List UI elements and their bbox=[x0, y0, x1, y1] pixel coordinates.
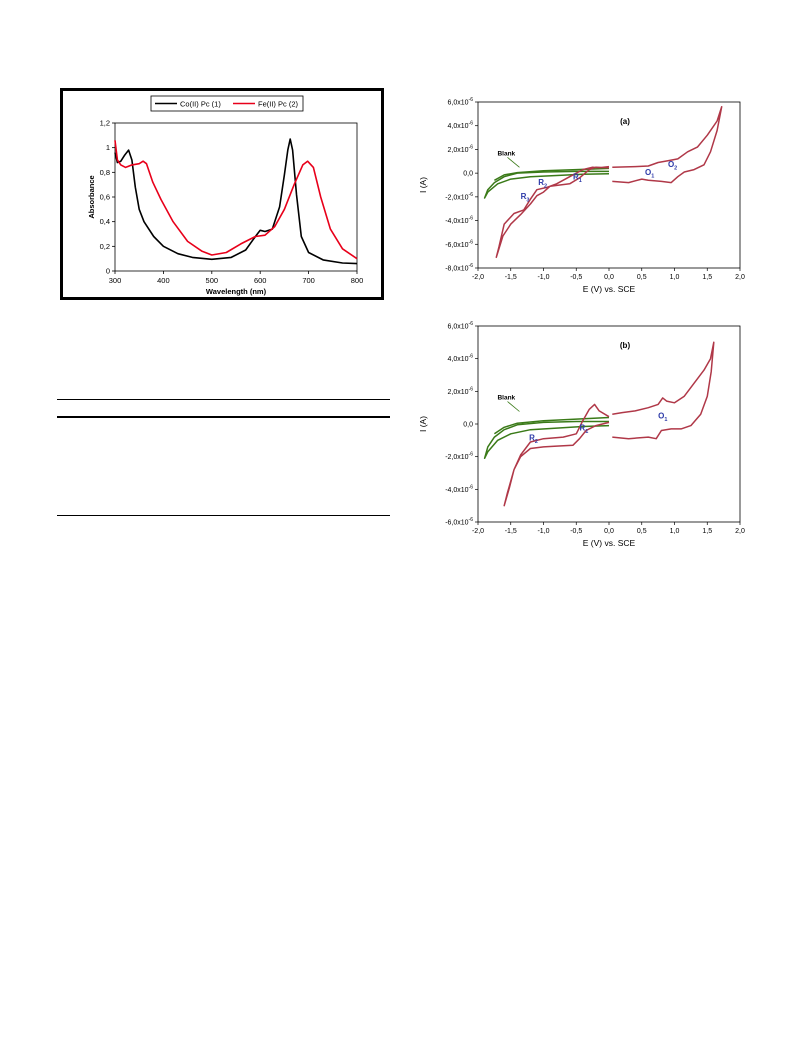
y-tick-label: 2,0x10-6 bbox=[448, 144, 474, 154]
cv-curve-1 bbox=[483, 170, 610, 199]
panel-label: (a) bbox=[620, 117, 630, 126]
x-tick-label: 2,0 bbox=[735, 528, 745, 535]
x-tick-label: 600 bbox=[254, 276, 267, 285]
x-tick-label: -1,0 bbox=[537, 274, 549, 281]
y-axis-title: I (A) bbox=[418, 416, 428, 432]
x-tick-label: -0,5 bbox=[570, 274, 582, 281]
x-tick-label: 300 bbox=[109, 276, 122, 285]
cv-curve-4 bbox=[612, 105, 723, 184]
y-tick-label: 6,0x10-6 bbox=[448, 97, 474, 107]
cv-curve-3 bbox=[495, 165, 610, 259]
x-axis-title: E (V) vs. SCE bbox=[583, 284, 636, 294]
y-tick-label: 0,6 bbox=[100, 193, 110, 202]
x-tick-label: 0,0 bbox=[604, 274, 614, 281]
y-tick-label: -6,0x10-6 bbox=[445, 517, 473, 527]
y-tick-label: 1,2 bbox=[100, 119, 110, 128]
y-tick-label: -2,0x10-6 bbox=[445, 452, 473, 462]
y-tick-label: -6,0x10-6 bbox=[445, 239, 473, 249]
y-tick-label: 4,0x10-6 bbox=[448, 354, 474, 364]
uv-vis-chart-frame: Co(II) Pc (1) Fe(II) Pc (2) 300 400 500 600 70… bbox=[60, 88, 384, 300]
x-tick-label: 0,0 bbox=[604, 528, 614, 535]
table-bottom-rule bbox=[57, 515, 390, 516]
x-tick-label: 700 bbox=[302, 276, 315, 285]
cv-curve-2 bbox=[493, 416, 610, 435]
x-axis-title: E (V) vs. SCE bbox=[583, 538, 636, 548]
x-tick-label: -1,5 bbox=[505, 274, 517, 281]
legend-label: Fe(II) Pc (2) bbox=[258, 100, 299, 109]
x-tick-label: 0,5 bbox=[637, 528, 647, 535]
x-tick-label: 1,5 bbox=[702, 274, 712, 281]
y-tick-label: -2,0x10-6 bbox=[445, 192, 473, 202]
peak-label-r1: R1 bbox=[580, 424, 589, 436]
peak-label-r3: R3 bbox=[521, 192, 530, 204]
x-tick-label: -2,0 bbox=[472, 274, 484, 281]
cv-curve-1 bbox=[483, 420, 610, 460]
legend-box bbox=[150, 95, 304, 112]
blank-arrow bbox=[507, 157, 520, 168]
x-axis-title: Wavelength (nm) bbox=[206, 287, 267, 296]
legend-label: Co(II) Pc (1) bbox=[180, 100, 221, 109]
cv-curve-3 bbox=[503, 403, 610, 507]
y-tick-label: 0,0 bbox=[463, 171, 473, 178]
y-tick-label: 0,4 bbox=[100, 217, 110, 226]
y-tick-label: 0,8 bbox=[100, 168, 110, 177]
peak-label-o1: O1 bbox=[645, 168, 654, 180]
peak-label-r2: R2 bbox=[529, 433, 538, 445]
plot-area bbox=[477, 101, 741, 269]
x-tick-label: 1,0 bbox=[670, 274, 680, 281]
table-top-rule bbox=[57, 399, 390, 400]
y-tick-label: -8,0x10-6 bbox=[445, 263, 473, 273]
series-line-2 bbox=[114, 140, 358, 260]
x-tick-label: 2,0 bbox=[735, 274, 745, 281]
peak-label-r1: R1 bbox=[573, 173, 582, 185]
y-tick-label: 0 bbox=[106, 267, 110, 276]
y-tick-label: 0,2 bbox=[100, 242, 110, 251]
x-tick-label: -1,0 bbox=[537, 528, 549, 535]
peak-label-r2: R2 bbox=[538, 178, 547, 190]
x-tick-label: -2,0 bbox=[472, 528, 484, 535]
blank-label: Blank bbox=[497, 395, 515, 402]
y-axis-title: Absorbance bbox=[87, 175, 96, 218]
y-axis-title: I (A) bbox=[418, 177, 428, 193]
blank-label: Blank bbox=[497, 150, 515, 157]
panel-label: (b) bbox=[620, 341, 631, 350]
x-tick-label: 400 bbox=[157, 276, 170, 285]
legend: Co(II) Pc (1) Fe(II) Pc (2) bbox=[150, 95, 304, 112]
y-tick-label: 4,0x10-6 bbox=[448, 121, 474, 131]
y-tick-label: 1 bbox=[106, 143, 110, 152]
x-tick-label: 500 bbox=[206, 276, 219, 285]
blank-arrow bbox=[507, 401, 520, 412]
y-tick-label: -4,0x10-6 bbox=[445, 216, 473, 226]
y-tick-label: 6,0x10-6 bbox=[448, 321, 474, 331]
peak-label-o1: O1 bbox=[658, 411, 667, 423]
cyclic-voltammogram-b: -2,0 -1,5 -1,0 -0,5 0,0 0,5 1,0 1,5 2,0 6,0x10-6 4… bbox=[418, 321, 745, 548]
x-tick-label: -1,5 bbox=[505, 528, 517, 535]
y-tick-label: 0,0 bbox=[463, 422, 473, 429]
cv-curve-4 bbox=[612, 341, 715, 440]
x-tick-label: 800 bbox=[351, 276, 364, 285]
x-tick-label: 1,0 bbox=[670, 528, 680, 535]
series-line-1 bbox=[114, 138, 358, 265]
x-tick-label: -0,5 bbox=[570, 528, 582, 535]
table-header-rule bbox=[57, 416, 390, 418]
y-tick-label: -4,0x10-6 bbox=[445, 484, 473, 494]
x-tick-label: 1,5 bbox=[702, 528, 712, 535]
peak-label-o2: O2 bbox=[668, 160, 677, 172]
uv-vis-chart: Co(II) Pc (1) Fe(II) Pc (2) 300 400 500 600 70… bbox=[87, 95, 364, 296]
cyclic-voltammogram-a: -2,0 -1,5 -1,0 -0,5 0,0 0,5 1,0 1,5 2,0 6,0x10-6 4… bbox=[418, 97, 745, 294]
y-tick-label: 2,0x10-6 bbox=[448, 386, 474, 396]
x-tick-label: 0,5 bbox=[637, 274, 647, 281]
plot-area bbox=[477, 325, 741, 523]
